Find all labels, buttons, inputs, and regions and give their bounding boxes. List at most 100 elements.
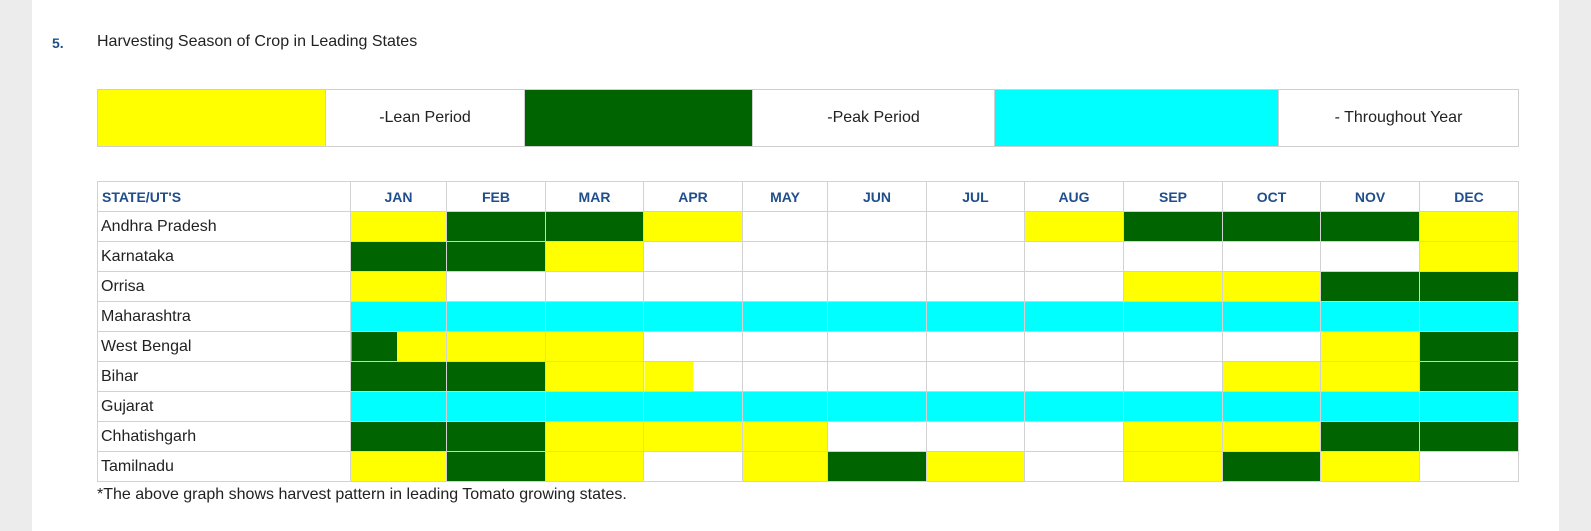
month-cell-lean <box>350 271 447 302</box>
state-name: Karnataka <box>97 241 351 272</box>
month-cell-empty <box>742 211 828 242</box>
month-header: OCT <box>1222 181 1321 212</box>
month-header: DEC <box>1419 181 1519 212</box>
month-cell-empty <box>926 271 1025 302</box>
month-cell-lean <box>1222 361 1321 392</box>
month-cell-empty <box>1123 361 1223 392</box>
month-cell-lean <box>742 451 828 482</box>
month-cell-lean <box>1320 331 1420 362</box>
month-cell-throughout <box>827 391 927 422</box>
month-cell-throughout <box>1419 301 1519 332</box>
lean-label: -Lean Period <box>325 89 525 147</box>
month-cell-peak <box>827 451 927 482</box>
month-cell-empty <box>827 361 927 392</box>
month-cell-peak <box>446 211 546 242</box>
month-cell-empty <box>926 421 1025 452</box>
table-row: Chhatishgarh <box>97 421 1519 452</box>
month-header: MAY <box>742 181 828 212</box>
month-cell-empty <box>1419 451 1519 482</box>
month-cell-lean <box>545 361 644 392</box>
state-name: Orrisa <box>97 271 351 302</box>
month-cell-peak-lean <box>350 331 447 362</box>
header-row: STATE/UT'S JAN FEB MAR APR MAY JUN JUL A… <box>97 181 1519 212</box>
table-row: Tamilnadu <box>97 451 1519 482</box>
month-cell-throughout <box>643 391 743 422</box>
month-cell-empty <box>742 271 828 302</box>
month-cell-empty <box>446 271 546 302</box>
state-name: Maharashtra <box>97 301 351 332</box>
month-cell-peak <box>1419 271 1519 302</box>
throughout-label: - Throughout Year <box>1278 89 1519 147</box>
state-name: Tamilnadu <box>97 451 351 482</box>
month-cell-lean <box>1320 451 1420 482</box>
table-row: Maharashtra <box>97 301 1519 332</box>
month-cell-lean <box>1222 421 1321 452</box>
month-cell-empty <box>827 241 927 272</box>
month-header: NOV <box>1320 181 1420 212</box>
month-header: AUG <box>1024 181 1124 212</box>
harvest-calendar-table: STATE/UT'S JAN FEB MAR APR MAY JUN JUL A… <box>97 181 1519 482</box>
state-name: Bihar <box>97 361 351 392</box>
month-cell-throughout <box>1024 301 1124 332</box>
state-name: Gujarat <box>97 391 351 422</box>
month-cell-lean-empty <box>643 361 743 392</box>
month-cell-peak <box>350 421 447 452</box>
throughout-swatch <box>994 89 1279 147</box>
month-cell-lean <box>350 451 447 482</box>
month-cell-peak <box>350 241 447 272</box>
month-cell-peak <box>1123 211 1223 242</box>
month-cell-throughout <box>1123 301 1223 332</box>
month-cell-throughout <box>926 391 1025 422</box>
month-cell-lean <box>350 211 447 242</box>
month-cell-lean <box>545 241 644 272</box>
month-cell-throughout <box>827 301 927 332</box>
section-heading: 5. Harvesting Season of Crop in Leading … <box>32 32 832 52</box>
legend-table: -Lean Period -Peak Period - Throughout Y… <box>97 89 1519 147</box>
month-cell-throughout <box>446 301 546 332</box>
peak-label: -Peak Period <box>752 89 995 147</box>
month-cell-empty <box>742 241 828 272</box>
month-cell-throughout <box>1419 391 1519 422</box>
table-row: Andhra Pradesh <box>97 211 1519 242</box>
month-cell-throughout <box>1123 391 1223 422</box>
month-cell-lean <box>1024 211 1124 242</box>
month-cell-empty <box>926 331 1025 362</box>
section-number: 5. <box>52 35 64 51</box>
month-cell-throughout <box>1320 391 1420 422</box>
month-cell-peak <box>545 211 644 242</box>
table-row: Bihar <box>97 361 1519 392</box>
month-cell-throughout <box>545 301 644 332</box>
month-cell-empty <box>1024 421 1124 452</box>
month-cell-peak <box>446 361 546 392</box>
state-name: Chhatishgarh <box>97 421 351 452</box>
month-cell-lean <box>1419 211 1519 242</box>
month-cell-throughout <box>545 391 644 422</box>
month-cell-throughout <box>742 301 828 332</box>
month-cell-peak <box>446 241 546 272</box>
month-cell-lean <box>1123 451 1223 482</box>
month-cell-empty <box>827 271 927 302</box>
month-header: JAN <box>350 181 447 212</box>
month-cell-peak <box>1320 211 1420 242</box>
month-cell-lean <box>446 331 546 362</box>
state-column-header: STATE/UT'S <box>97 181 351 212</box>
month-cell-peak <box>1419 361 1519 392</box>
month-cell-empty <box>1024 451 1124 482</box>
month-cell-empty <box>926 361 1025 392</box>
month-cell-empty <box>643 331 743 362</box>
month-cell-lean <box>1222 271 1321 302</box>
month-cell-peak <box>350 361 447 392</box>
month-cell-throughout <box>446 391 546 422</box>
month-cell-throughout <box>1222 391 1321 422</box>
month-cell-lean <box>742 421 828 452</box>
month-cell-empty <box>1024 331 1124 362</box>
month-cell-peak <box>1419 331 1519 362</box>
month-cell-empty <box>1024 271 1124 302</box>
month-cell-peak <box>446 451 546 482</box>
table-row: Orrisa <box>97 271 1519 302</box>
month-cell-empty <box>643 241 743 272</box>
month-cell-empty <box>1123 241 1223 272</box>
month-header: SEP <box>1123 181 1223 212</box>
month-cell-empty <box>1024 361 1124 392</box>
month-cell-throughout <box>350 391 447 422</box>
